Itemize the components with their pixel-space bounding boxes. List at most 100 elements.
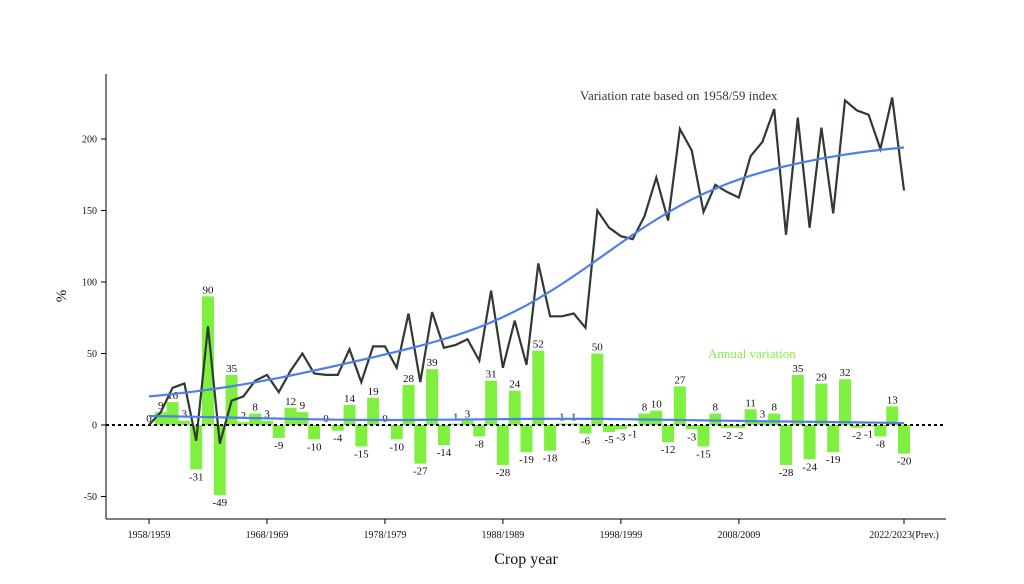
bar-value-label: -9: [274, 440, 284, 452]
annual-variation-bar: [485, 380, 498, 425]
annual-variation-bar: [662, 425, 675, 443]
bar-value-label: 11: [745, 397, 756, 409]
annual-variation-bar: [591, 353, 604, 425]
annual-variation-bar: [178, 420, 191, 425]
bar-value-label: -28: [496, 467, 511, 479]
annual-variation-bar: [190, 425, 203, 470]
bar-value-label: 12: [285, 396, 296, 408]
bar-value-label: -1: [864, 428, 873, 440]
bar-value-label: 13: [887, 394, 899, 406]
bar-value-label: -14: [437, 447, 452, 459]
annual-variation-bar: [815, 383, 828, 425]
annual-variation-bar: [650, 410, 663, 425]
bar-value-label: 9: [300, 400, 306, 412]
annual-variation-bar: [614, 425, 627, 430]
bar-value-label: 1: [571, 412, 577, 424]
x-tick-label: 2022/2023(Prev.): [869, 530, 939, 541]
annual-variation-bar: [780, 425, 793, 466]
bar-value-label: 16: [167, 390, 179, 402]
x-tick-label: 1988/1989: [482, 530, 525, 541]
bar-value-label: -4: [333, 433, 343, 445]
bar-value-label: -12: [661, 444, 676, 456]
index-series-line: [148, 97, 906, 444]
annual-variation-bar: [850, 425, 863, 428]
bar-value-label: 9: [158, 400, 164, 412]
bar-value-label: 24: [509, 379, 521, 391]
annual-variation-bar: [154, 412, 167, 425]
bar-value-label: 3: [264, 409, 270, 421]
x-tick-label: 1978/1979: [364, 530, 407, 541]
annual-variation-bar: [567, 423, 580, 425]
annual-variation-bar: [496, 425, 509, 466]
bar-value-label: 2: [241, 410, 247, 422]
bar-value-label: 19: [368, 386, 380, 398]
y-tick-label: -50: [84, 492, 97, 503]
annual-variation-bar: [213, 425, 226, 496]
bar-value-label: 3: [182, 409, 188, 421]
annual-variation-bar: [603, 425, 616, 433]
annual-variation-bar: [461, 420, 474, 425]
bar-value-label: 1: [559, 412, 565, 424]
index-series-annotation: Variation rate based on 1958/59 index: [580, 88, 778, 103]
bar-value-label: -6: [581, 436, 591, 448]
bar-value-label: 8: [252, 402, 258, 414]
bar-value-label: -18: [543, 453, 558, 465]
annual-variation-bar: [532, 350, 545, 425]
bar-value-label: 10: [651, 399, 663, 411]
bar-value-label: 14: [344, 393, 356, 405]
annual-variation-bar: [473, 425, 486, 437]
annual-variation-bar: [414, 425, 427, 464]
annual-variation-bar: [673, 386, 686, 425]
annual-variation-bar: [343, 404, 356, 425]
bar-value-label: -8: [876, 438, 886, 450]
annual-variation-bar: [756, 420, 769, 425]
annual-variation-bar: [721, 425, 734, 428]
bar-value-label: 8: [771, 402, 777, 414]
bar-value-label: -1: [628, 428, 637, 440]
annual-variation-bar: [508, 390, 521, 425]
x-tick-label: 1998/1999: [599, 530, 642, 541]
bar-value-label: -27: [413, 466, 428, 478]
bar-value-label: 28: [403, 373, 415, 385]
bar-value-label: 35: [792, 363, 804, 375]
bar-value-label: -10: [389, 441, 404, 453]
annual-variation-bar: [402, 384, 415, 425]
bar-value-label: 90: [202, 284, 214, 296]
annual-variation-bar: [260, 420, 273, 425]
annual-variation-bar: [827, 425, 840, 453]
bar-value-label: -2: [852, 430, 861, 442]
x-tick-label: 1958/1959: [128, 530, 171, 541]
bar-value-label: -2: [734, 430, 743, 442]
annual-variation-bar: [886, 406, 899, 425]
annual-variation-bar: [237, 422, 250, 425]
bar-value-label: -8: [475, 438, 485, 450]
bar-value-label: -3: [616, 431, 626, 443]
annual-variation-bar: [768, 413, 781, 425]
annual-variation-bar: [744, 409, 757, 425]
bar-value-label: -20: [897, 456, 912, 468]
annual-variation-bars: [143, 296, 910, 496]
annual-variation-bar: [791, 374, 804, 425]
x-tick-label: 2008/2009: [717, 530, 760, 541]
bar-value-label: 29: [816, 372, 828, 384]
bar-value-label: 32: [840, 367, 851, 379]
index-trend-curve: [148, 146, 905, 398]
annual-variation-bar: [898, 425, 910, 454]
annual-variation-bar: [249, 413, 262, 425]
annual-variation-bar: [284, 407, 297, 425]
annual-variation-bar: [839, 379, 852, 425]
y-tick-label: 0: [92, 421, 97, 432]
annual-variation-bar: [272, 425, 285, 438]
x-tick-label: 1968/1969: [246, 530, 289, 541]
bar-value-label: -31: [189, 471, 204, 483]
annual-variation-bar: [331, 425, 344, 431]
bar-value-label: -15: [696, 448, 711, 460]
x-ticks: 1958/1959 1968/1969 1978/1979 1988/1989 1998…: [128, 519, 939, 541]
annual-trend-curve: [148, 414, 905, 425]
y-axis-title: %: [54, 290, 70, 303]
bar-value-label: 3: [465, 409, 471, 421]
annual-variation-bar: [319, 425, 332, 426]
y-tick-label: 100: [82, 278, 97, 289]
